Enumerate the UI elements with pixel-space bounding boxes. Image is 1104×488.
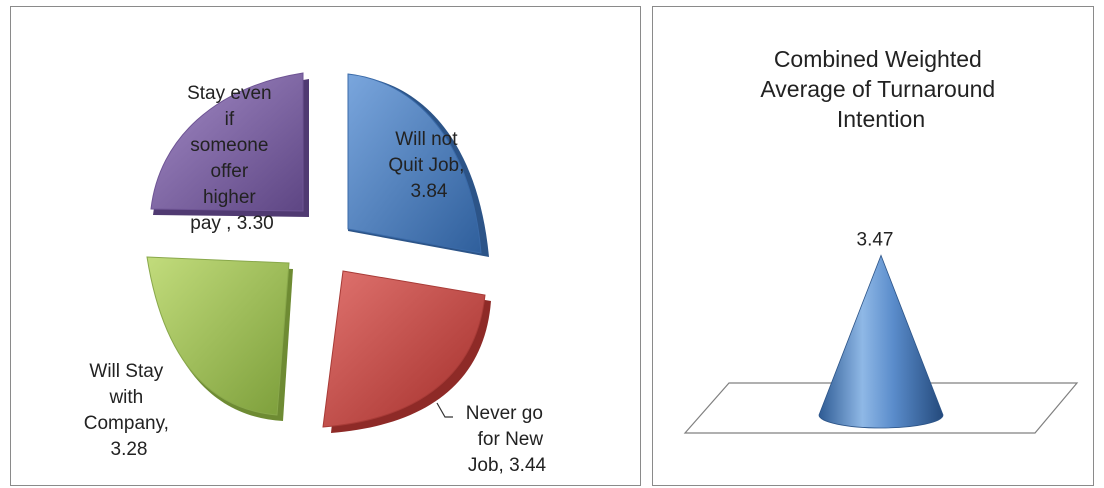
pie-label-line: Quit Job, (388, 155, 464, 176)
leader-line (436, 402, 453, 418)
pie-label-line: if (225, 109, 235, 130)
cone-chart-panel: Combined Weighted Average of Turnaround … (652, 6, 1094, 486)
pie-label-will-not-quit-job: Will not Quit Job, 3.84 (388, 129, 469, 202)
pie-label-line: Stay even (187, 83, 272, 104)
pie-chart-panel: Will not Quit Job, 3.84 Never go for New… (10, 6, 641, 486)
pie-label-line: for New (478, 429, 544, 450)
pie-chart: Will not Quit Job, 3.84 Never go for New… (84, 72, 549, 476)
pie-slice-will-not-quit-job (347, 73, 489, 257)
title-line: Average of Turnaround (760, 76, 995, 102)
cone-value-label: 3.47 (857, 229, 894, 250)
pie-slice-stay-even-if-higher-pay (150, 72, 309, 217)
pie-slice-never-go-for-new-job (322, 270, 491, 433)
pie-label-line: higher (203, 187, 256, 208)
cone-chart: Combined Weighted Average of Turnaround … (683, 46, 1079, 434)
cone-shape (818, 254, 944, 429)
pie-label-line: 3.28 (111, 439, 148, 460)
pie-label-never-go-for-new-job: Never go for New Job, 3.44 (466, 403, 549, 476)
cone-bar (818, 254, 944, 429)
pie-label-line: Never go (466, 403, 543, 424)
pie-label-will-stay-with-company: Will Stay with Company, 3.28 (84, 361, 174, 460)
pie-label-line: with (108, 387, 143, 408)
pie-label-stay-even-if-higher-pay: Stay even if someone offer higher pay , … (187, 83, 277, 234)
pie-label-line: Will Stay (89, 361, 163, 382)
pie-slice-will-stay-with-company (146, 256, 293, 421)
pie-label-line: offer (211, 161, 249, 182)
pie-label-line: Company, (84, 413, 169, 434)
pie-label-line: Job, 3.44 (468, 455, 547, 476)
pie-label-line: Will not (395, 129, 458, 150)
pie-label-line: someone (190, 135, 268, 156)
title-line: Combined Weighted (774, 46, 982, 72)
pie-label-line: pay , 3.30 (190, 213, 273, 234)
pie-label-line: 3.84 (411, 181, 448, 202)
title-line: Intention (837, 106, 925, 132)
cone-chart-title: Combined Weighted Average of Turnaround … (760, 46, 1001, 132)
